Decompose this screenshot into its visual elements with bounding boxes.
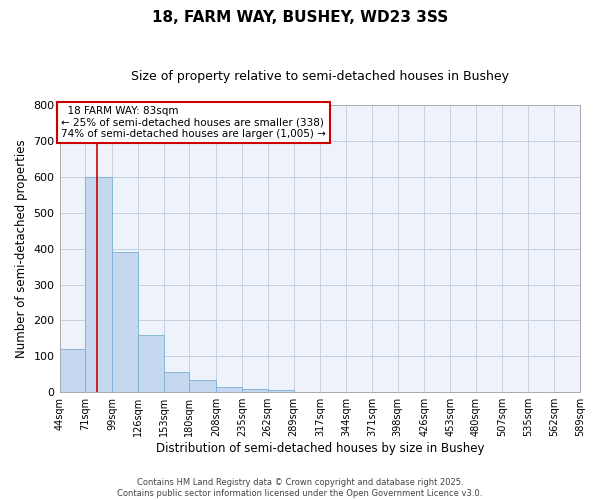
Bar — [112, 252, 138, 392]
Text: 18, FARM WAY, BUSHEY, WD23 3SS: 18, FARM WAY, BUSHEY, WD23 3SS — [152, 10, 448, 25]
Text: 18 FARM WAY: 83sqm
← 25% of semi-detached houses are smaller (338)
74% of semi-d: 18 FARM WAY: 83sqm ← 25% of semi-detache… — [61, 106, 326, 139]
Bar — [242, 388, 268, 392]
X-axis label: Distribution of semi-detached houses by size in Bushey: Distribution of semi-detached houses by … — [155, 442, 484, 455]
Title: Size of property relative to semi-detached houses in Bushey: Size of property relative to semi-detach… — [131, 70, 509, 83]
Y-axis label: Number of semi-detached properties: Number of semi-detached properties — [15, 140, 28, 358]
Bar — [216, 387, 242, 392]
Bar — [138, 335, 164, 392]
Text: Contains HM Land Registry data © Crown copyright and database right 2025.
Contai: Contains HM Land Registry data © Crown c… — [118, 478, 482, 498]
Bar — [190, 380, 216, 392]
Bar — [85, 177, 112, 392]
Bar — [268, 390, 293, 392]
Bar — [59, 349, 85, 392]
Bar — [164, 372, 190, 392]
